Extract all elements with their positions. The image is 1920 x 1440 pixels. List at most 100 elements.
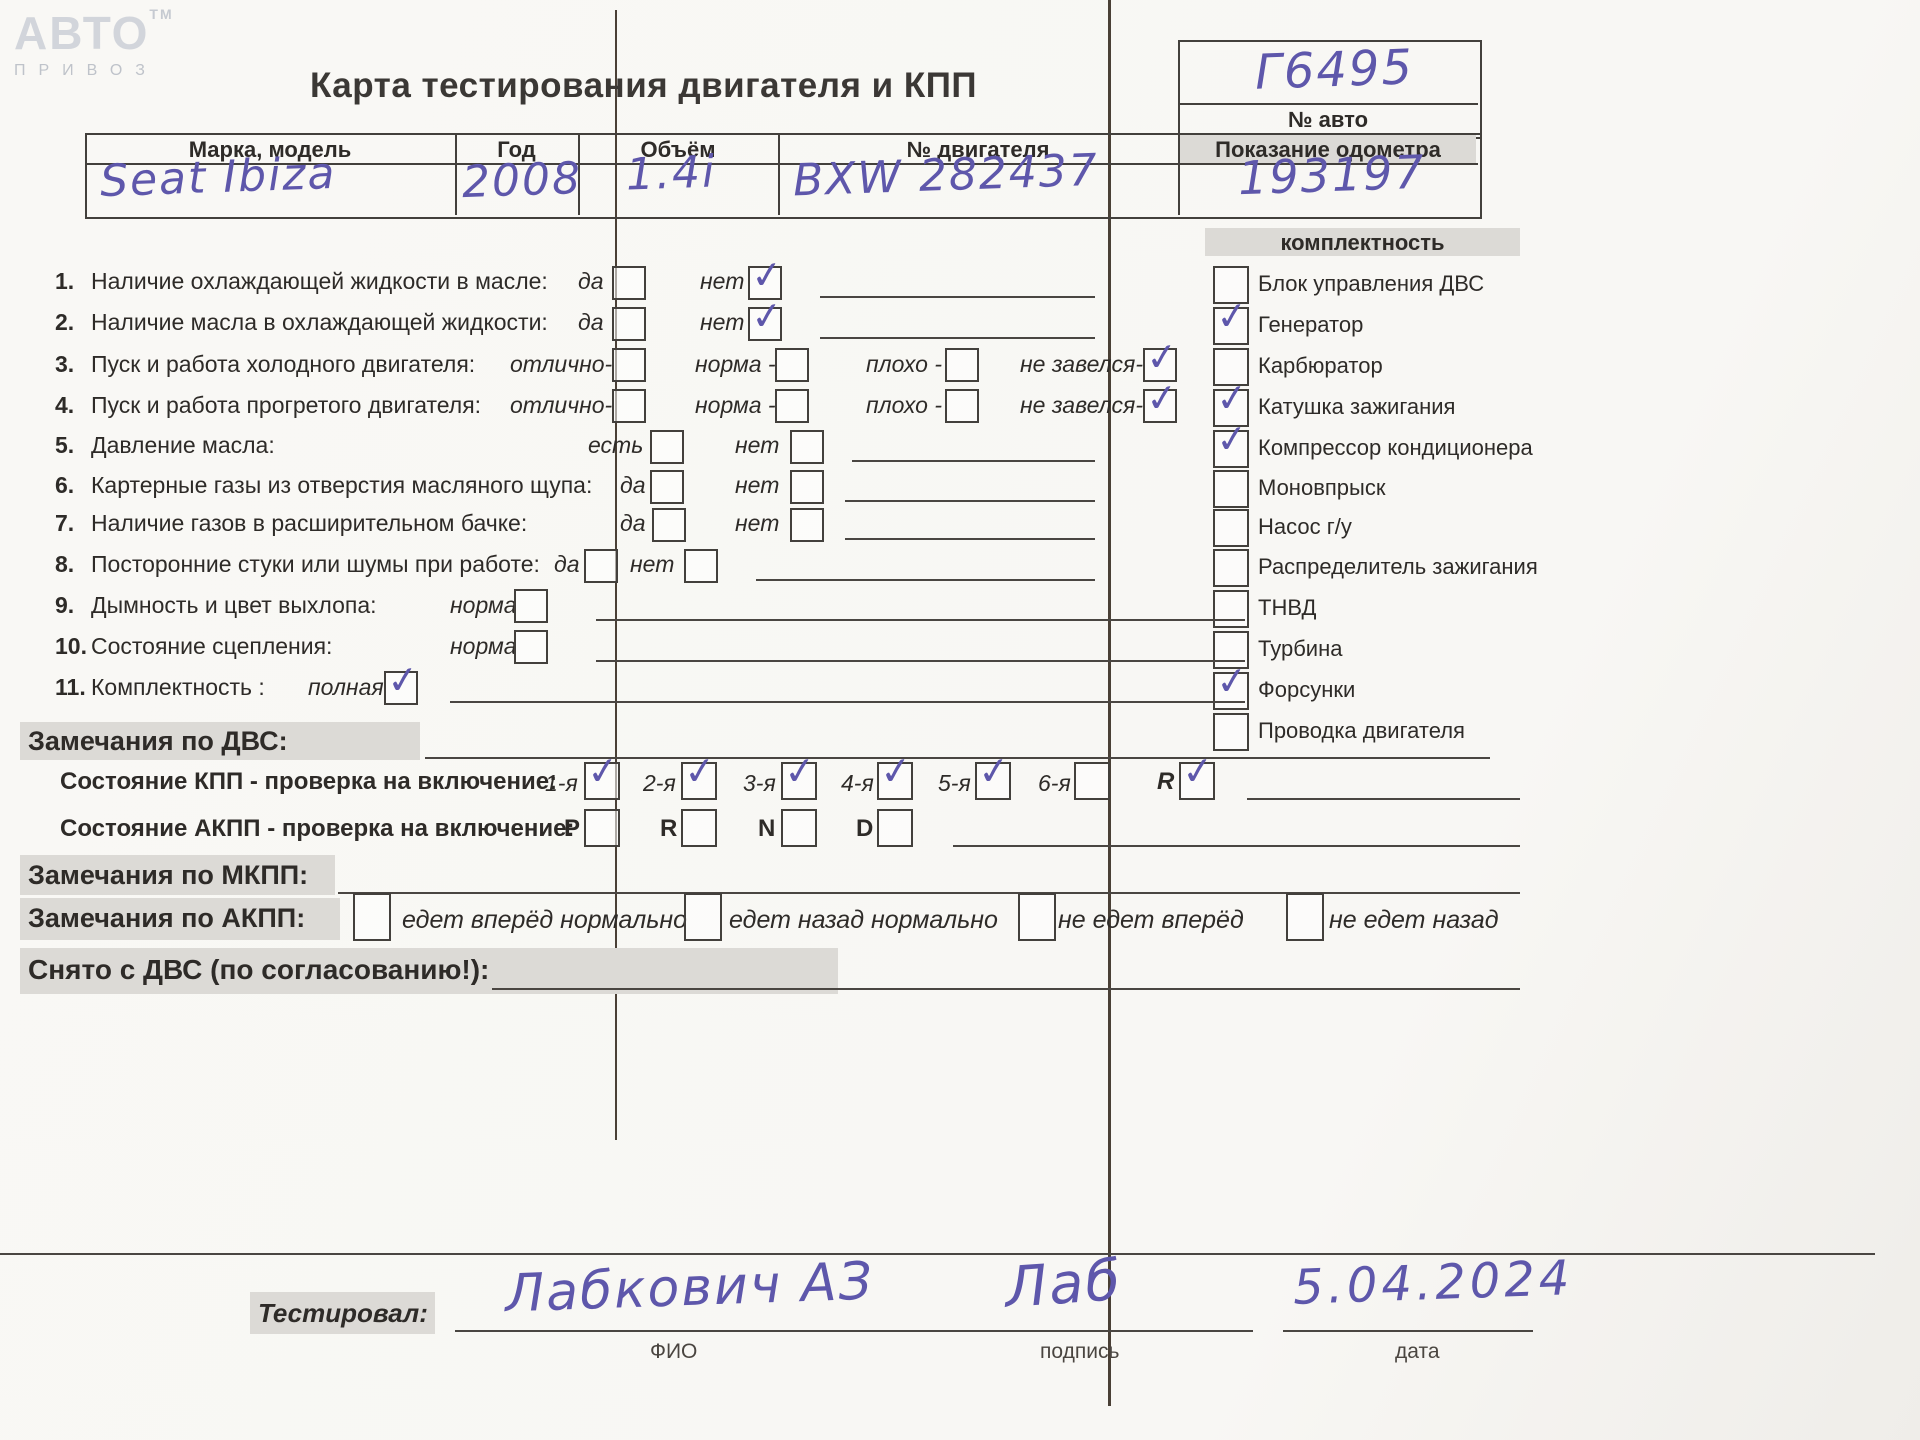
checkbox-gear-r[interactable]: ✓ — [1179, 747, 1216, 800]
value-odometer: 193197 — [1237, 144, 1427, 206]
item9-blank-line — [596, 589, 1245, 621]
checkbox-carburetor[interactable] — [1213, 348, 1249, 386]
item1-blank-line — [820, 266, 1095, 298]
akpp-option-label: не едет вперёд — [1058, 906, 1244, 934]
col-header-engine-no: № двигателя — [906, 137, 1050, 162]
option-label-plokho: плохо - — [866, 351, 942, 377]
value-year: 2008 — [461, 152, 583, 209]
checkbox-engine-wiring[interactable] — [1213, 713, 1249, 751]
checkbox-item5-est[interactable] — [650, 430, 684, 464]
signature-caption: подпись — [1040, 1340, 1120, 1363]
checkbox-gear-1[interactable]: ✓ — [584, 747, 621, 800]
checkbox-generator[interactable]: ✓ — [1213, 292, 1250, 345]
table-col-divider — [778, 133, 780, 215]
checkbox-akpp-no-forward[interactable] — [1018, 893, 1056, 941]
checkbox-item3-norma[interactable] — [775, 348, 809, 382]
checklist-item-2: 2. Наличие масла в охлаждающей жидкости: — [55, 309, 548, 335]
checkbox-item9-norma[interactable] — [514, 589, 548, 623]
checkbox-item1-net[interactable]: ✓ — [748, 251, 786, 300]
checkbox-akpp-n[interactable] — [781, 809, 817, 847]
car-number-value: Г6495 — [1254, 39, 1415, 101]
checkbox-gear-5[interactable]: ✓ — [975, 747, 1012, 800]
akpp-option-label: едет назад нормально — [729, 906, 998, 934]
completeness-item-label: Насос г/у — [1258, 514, 1352, 539]
completeness-item-label: Компрессор кондиционера — [1258, 435, 1533, 460]
checkbox-gear-6[interactable] — [1074, 762, 1110, 800]
table-col-divider — [1178, 133, 1180, 215]
checkbox-item8-net[interactable] — [684, 549, 718, 583]
checkbox-ps-pump[interactable] — [1213, 509, 1249, 547]
signature-line — [985, 1300, 1253, 1332]
checkbox-injectors[interactable]: ✓ — [1213, 657, 1250, 710]
car-number-label: № авто — [1287, 107, 1369, 132]
brand-logo-subtext: ПРИВОЗ — [14, 62, 158, 79]
checkbox-distributor[interactable] — [1213, 549, 1249, 587]
option-label-otlichno: отлично- — [510, 351, 613, 377]
checkbox-gear-3[interactable]: ✓ — [781, 747, 818, 800]
checkbox-mono-injection[interactable] — [1213, 470, 1249, 508]
checkbox-item3-otlichno[interactable] — [612, 348, 646, 382]
gear-label-r: R — [1157, 768, 1175, 795]
option-label-net: нет — [735, 432, 780, 458]
option-label-da: да — [578, 309, 604, 335]
checkbox-gear-4[interactable]: ✓ — [877, 747, 914, 800]
col-header-year: Год — [497, 137, 536, 162]
option-label-da: да — [620, 472, 646, 498]
trademark-mark: ТМ — [149, 6, 174, 22]
checkbox-akpp-d[interactable] — [877, 809, 913, 847]
checkbox-item4-otlichno[interactable] — [612, 389, 646, 423]
checkbox-akpp-p[interactable] — [584, 809, 620, 847]
checkbox-item2-da[interactable] — [612, 307, 646, 341]
gear-label-5: 5-я — [938, 770, 971, 796]
option-label-otlichno: отлично- — [510, 392, 613, 418]
completeness-item-label: Турбина — [1258, 636, 1343, 661]
completeness-item-label: Проводка двигателя — [1258, 718, 1465, 743]
item6-blank-line — [845, 470, 1095, 502]
checkbox-item6-net[interactable] — [790, 470, 824, 504]
value-make-model: Seat Ibiza — [99, 147, 338, 208]
kpp-state-label: Состояние КПП - проверка на включение: — [60, 768, 558, 795]
checkbox-ignition-coil[interactable]: ✓ — [1213, 374, 1250, 427]
item7-blank-line — [845, 508, 1095, 540]
checkbox-item11-polnaya[interactable]: ✓ — [384, 656, 422, 705]
signature-value: Лаб — [1002, 1247, 1125, 1322]
checklist-item-11: 11. Комплектность : — [55, 674, 265, 700]
kpp-blank-line — [1247, 768, 1520, 800]
remarks-dvs-line — [425, 727, 1490, 759]
checkbox-item4-ne-zavelsya[interactable]: ✓ — [1143, 374, 1181, 423]
checkbox-akpp-forward-ok[interactable] — [353, 893, 391, 941]
checkbox-akpp-backward-ok[interactable] — [684, 893, 722, 941]
option-label-norma: норма — [450, 592, 517, 618]
option-label-net: нет — [735, 510, 780, 536]
checkbox-item3-plokho[interactable] — [945, 348, 979, 382]
checkbox-item2-net[interactable]: ✓ — [748, 292, 786, 341]
completeness-item-label: Блок управления ДВС — [1258, 271, 1485, 296]
date-caption: дата — [1395, 1340, 1440, 1363]
value-engine-no: BXW 282437 — [792, 144, 1100, 207]
checkbox-tnvd[interactable] — [1213, 590, 1249, 628]
option-label-net: нет — [700, 309, 745, 335]
checkbox-item4-plokho[interactable] — [945, 389, 979, 423]
checkbox-akpp-no-backward[interactable] — [1286, 893, 1324, 941]
checkbox-gear-2[interactable]: ✓ — [681, 747, 718, 800]
checkbox-item7-net[interactable] — [790, 508, 824, 542]
table-col-divider — [578, 133, 580, 215]
checklist-item-1: 1. Наличие охлаждающей жидкости в масле: — [55, 268, 548, 294]
checkbox-item8-da[interactable] — [584, 549, 618, 583]
remarks-mkpp-highlight — [20, 855, 335, 895]
checkbox-ecu[interactable] — [1213, 266, 1249, 304]
checkbox-item3-ne-zavelsya[interactable]: ✓ — [1143, 333, 1181, 382]
checkbox-item6-da[interactable] — [650, 470, 684, 504]
checkbox-turbine[interactable] — [1213, 631, 1249, 669]
checkbox-item7-da[interactable] — [652, 508, 686, 542]
checkbox-item5-net[interactable] — [790, 430, 824, 464]
checkbox-item10-norma[interactable] — [514, 630, 548, 664]
checkbox-akpp-r[interactable] — [681, 809, 717, 847]
checkbox-item1-da[interactable] — [612, 266, 646, 300]
akpp-pos-label-p: P — [564, 815, 581, 842]
col-header-make-model: Марка, модель — [188, 137, 352, 162]
checkbox-item4-norma[interactable] — [775, 389, 809, 423]
option-label-polnaya: полная — [308, 674, 384, 700]
checkbox-ac-compressor[interactable]: ✓ — [1213, 415, 1250, 468]
completeness-item-label: Форсунки — [1258, 677, 1356, 702]
